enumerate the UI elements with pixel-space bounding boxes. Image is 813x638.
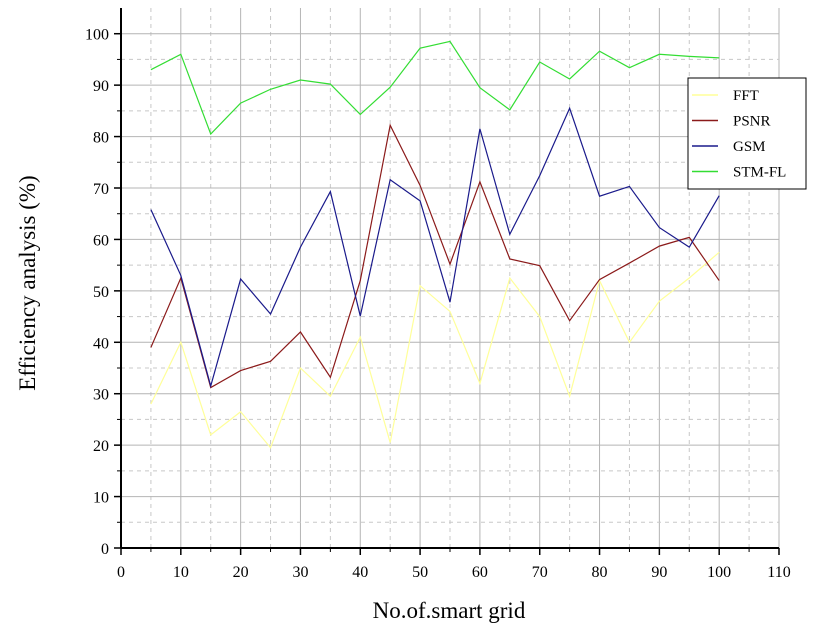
y-tick-label: 100 (85, 27, 109, 44)
x-tick-label: 110 (767, 564, 790, 581)
series-line-psnr (150, 123, 720, 389)
y-tick-label: 90 (93, 78, 109, 95)
legend-label: STM-FL (733, 165, 786, 181)
legend-box (687, 77, 807, 190)
x-tick-label: 60 (472, 564, 488, 581)
x-tick-label: 0 (117, 564, 125, 581)
x-tick-label: 20 (233, 564, 249, 581)
legend: FFT PSNR GSM STM-FL (687, 77, 807, 190)
x-tick-label: 100 (707, 564, 731, 581)
y-tick-label: 20 (93, 438, 109, 455)
y-tick-label: 70 (93, 181, 109, 198)
series-line-stm-fl (150, 40, 720, 136)
series-line-fft (150, 251, 720, 449)
axis-layer: 0 10 20 30 40 50 60 70 80 90 100 110 0 10 20 30 40 50 60 70… (85, 8, 791, 581)
y-tick-label: 60 (93, 232, 109, 249)
x-tick-label: 40 (352, 564, 368, 581)
x-tick-label: 10 (173, 564, 189, 581)
legend-label: PSNR (733, 114, 771, 130)
y-tick-label: 0 (101, 541, 109, 558)
series-line-gsm (150, 106, 720, 389)
x-tick-label: 30 (292, 564, 308, 581)
grid-layer (121, 8, 780, 548)
series-layer (150, 40, 720, 449)
legend-label: FFT (733, 88, 759, 104)
x-tick-label: 90 (651, 564, 667, 581)
x-tick-label: 80 (592, 564, 608, 581)
y-tick-label: 10 (93, 490, 109, 507)
y-tick-label: 30 (93, 387, 109, 404)
y-axis-title: Efficiency analysis (%) (15, 175, 40, 390)
legend-label: GSM (733, 139, 766, 155)
y-tick-label: 80 (93, 130, 109, 147)
y-tick-label: 40 (93, 335, 109, 352)
y-tick-label: 50 (93, 284, 109, 301)
x-tick-label: 50 (412, 564, 428, 581)
x-axis-title: No.of.smart grid (373, 598, 526, 623)
x-tick-label: 70 (532, 564, 548, 581)
